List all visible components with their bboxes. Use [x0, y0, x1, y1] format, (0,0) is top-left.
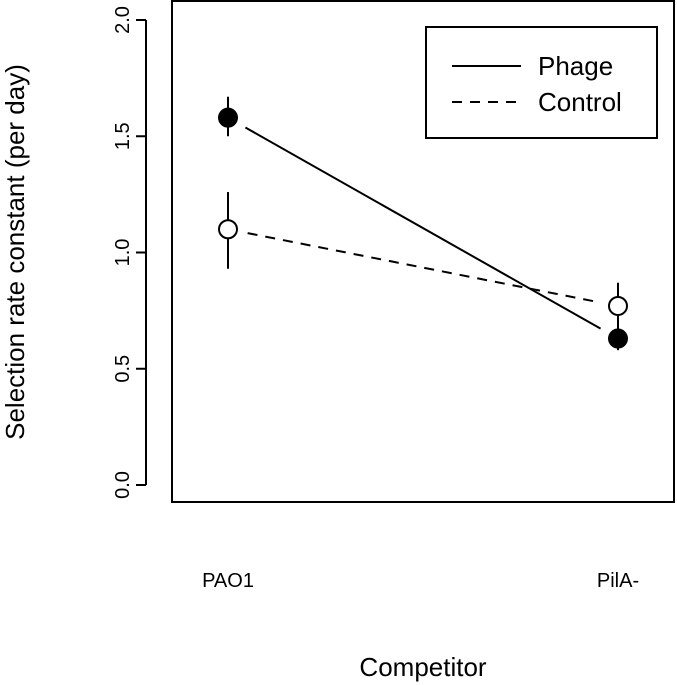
series-line	[244, 126, 602, 330]
x-category-label: PilA-	[597, 570, 639, 592]
y-tick-label: 0.0	[112, 471, 134, 499]
legend-box	[425, 26, 658, 139]
data-point	[608, 295, 628, 316]
x-category-label: PAO1	[202, 570, 254, 592]
y-tick-label: 0.5	[112, 355, 134, 383]
x-axis-labels: PAO1 PilA-	[202, 570, 639, 592]
legend: Phage Control	[425, 26, 658, 139]
data-point	[218, 107, 238, 128]
series-control	[218, 192, 628, 330]
series-line	[247, 232, 599, 304]
y-axis-title: Selection rate constant (per day)	[0, 64, 30, 440]
plot-frame	[171, 0, 675, 503]
series-layer	[218, 96, 628, 351]
x-axis-title: Competitor	[359, 652, 486, 682]
series-phage	[218, 96, 628, 351]
data-point	[608, 328, 628, 349]
y-tick-label: 1.5	[112, 122, 134, 150]
y-axis: 0.0 0.5 1.0 1.5 2.0	[112, 6, 147, 499]
data-point	[218, 219, 238, 240]
legend-control-label: Control	[538, 87, 622, 117]
y-tick-label: 1.0	[112, 239, 134, 267]
y-tick-label: 2.0	[112, 6, 134, 34]
legend-phage-label: Phage	[538, 51, 613, 81]
